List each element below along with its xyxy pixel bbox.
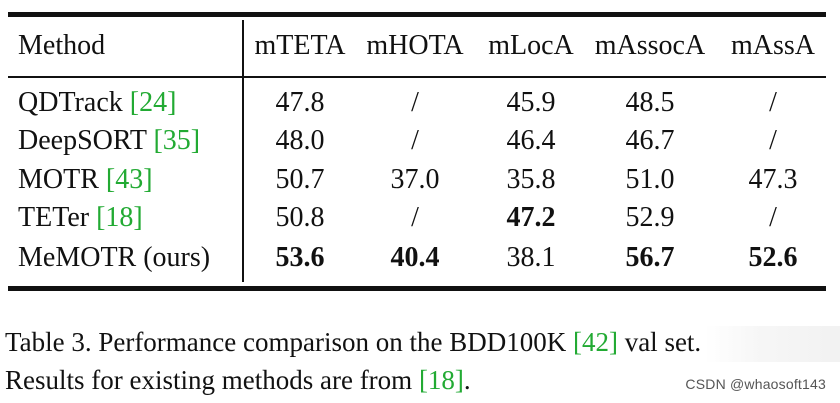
table-header-rule [8,76,826,78]
value-cell: 48.5 [625,87,675,118]
value-cell: 53.6 [275,242,325,273]
method-cell: MOTR [43] [18,164,153,195]
value-cell: 56.7 [625,242,675,273]
header-mloca: mLocA [488,30,574,61]
header-mhota: mHOTA [366,30,464,61]
method-cell: QDTrack [24] [18,87,177,118]
header-massoca: mAssocA [594,30,706,61]
watermark-text: CSDN @whaosoft143 [685,376,826,392]
watermark-fade [705,326,840,362]
value-cell: 47.2 [506,202,556,233]
value-cell: 38.1 [506,242,556,273]
value-cell: 50.8 [275,202,325,233]
value-cell: / [411,125,419,156]
value-cell: 47.3 [748,164,798,195]
value-cell: 45.9 [506,87,556,118]
value-cell: 52.9 [625,202,675,233]
value-cell: / [769,87,777,118]
value-cell: 46.7 [625,125,675,156]
table-caption-line-2: Results for existing methods are from [1… [5,365,471,395]
value-cell: 48.0 [275,125,325,156]
value-cell: / [769,202,777,233]
method-cell: MeMOTR (ours) [18,242,211,273]
value-cell: 51.0 [625,164,675,195]
header-mteta: mTETA [254,30,346,61]
value-cell: 40.4 [390,242,440,273]
value-cell: 50.7 [275,164,325,195]
table-top-rule [8,12,826,17]
citation-link[interactable]: [35] [153,125,201,156]
citation-link[interactable]: [43] [105,164,153,195]
method-cell: DeepSORT [35] [18,125,201,156]
citation-link[interactable]: [24] [129,87,177,118]
value-cell: / [411,87,419,118]
value-cell: 37.0 [390,164,440,195]
value-cell: / [411,202,419,233]
value-cell: 35.8 [506,164,556,195]
value-cell: 46.4 [506,125,556,156]
citation-link[interactable]: [18] [96,202,143,233]
header-massa: mAssA [730,30,815,61]
header-method: Method [18,30,106,61]
method-cell: TETer [18] [18,202,143,233]
citation-link[interactable]: [42] [572,327,618,357]
value-cell: 52.6 [748,242,798,273]
citation-link[interactable]: [18] [418,365,464,395]
table-caption-line-1: Table 3. Performance comparison on the B… [5,327,702,357]
table-bottom-rule [8,286,826,291]
value-cell: 47.8 [275,87,325,118]
value-cell: / [769,125,777,156]
table-vertical-rule [242,20,244,282]
